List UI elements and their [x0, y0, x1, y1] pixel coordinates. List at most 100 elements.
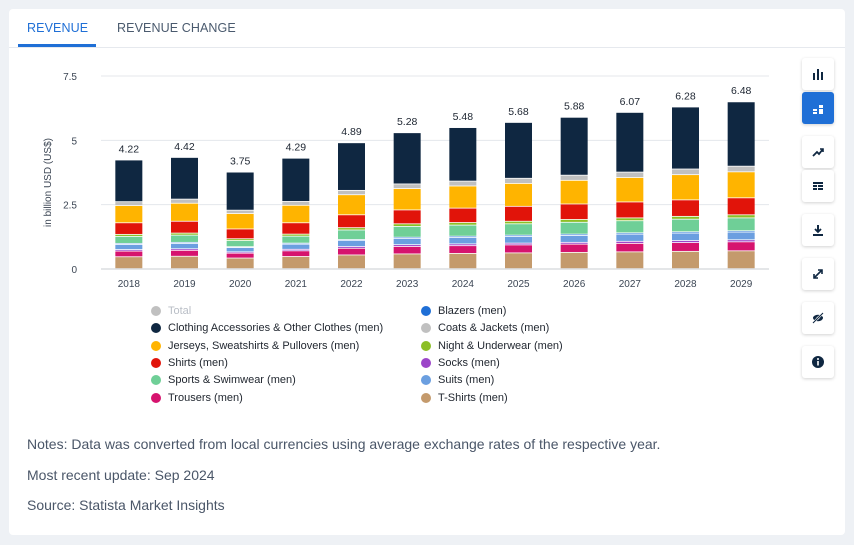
bar-segment[interactable] — [282, 223, 310, 234]
bar-segment[interactable] — [226, 247, 254, 252]
bar-segment[interactable] — [727, 172, 755, 198]
bar-segment[interactable] — [616, 112, 644, 172]
bar-segment[interactable] — [727, 102, 755, 166]
bar-segment[interactable] — [171, 199, 198, 203]
bar-segment[interactable] — [393, 184, 421, 189]
bar-segment[interactable] — [171, 249, 198, 250]
bar-segment[interactable] — [616, 234, 644, 241]
bar-segment[interactable] — [115, 236, 143, 243]
hide-button[interactable] — [802, 302, 834, 334]
bar-segment[interactable] — [505, 221, 532, 224]
info-button[interactable] — [802, 346, 834, 378]
bar-segment[interactable] — [226, 229, 254, 239]
bar-segment[interactable] — [672, 219, 699, 232]
bar-segment[interactable] — [171, 250, 198, 256]
stacked-bar-button[interactable] — [802, 92, 834, 124]
download-button[interactable] — [802, 214, 834, 246]
bar-segment[interactable] — [393, 133, 421, 184]
legend-item[interactable]: Jerseys, Sweatshirts & Pullovers (men) — [151, 340, 359, 352]
bar-segment[interactable] — [672, 216, 699, 219]
bar-segment[interactable] — [505, 206, 532, 221]
bar-segment[interactable] — [560, 222, 588, 234]
bar-segment[interactable] — [393, 224, 421, 226]
bar-segment[interactable] — [226, 172, 254, 210]
bar-segment[interactable] — [560, 235, 588, 242]
bar-segment[interactable] — [727, 232, 755, 240]
bar-segment[interactable] — [505, 236, 532, 243]
bar-segment[interactable] — [449, 186, 477, 208]
bar-segment[interactable] — [616, 202, 644, 218]
bar-segment[interactable] — [282, 256, 310, 269]
bar-segment[interactable] — [338, 240, 365, 247]
bar-segment[interactable] — [560, 180, 588, 204]
bar-segment[interactable] — [171, 221, 198, 233]
bar-segment[interactable] — [449, 237, 477, 244]
bar-segment[interactable] — [616, 177, 644, 202]
bar-segment[interactable] — [282, 244, 310, 249]
bar-segment[interactable] — [282, 236, 310, 243]
bar-segment[interactable] — [282, 158, 310, 202]
legend-item[interactable]: Coats & Jackets (men) — [421, 322, 549, 334]
bar-segment[interactable] — [727, 242, 755, 251]
bar-segment[interactable] — [338, 228, 365, 230]
bar-segment[interactable] — [505, 122, 532, 178]
bar-segment[interactable] — [393, 226, 421, 237]
legend-item[interactable]: Blazers (men) — [421, 305, 506, 317]
bar-segment[interactable] — [727, 240, 755, 242]
bar-segment[interactable] — [616, 252, 644, 269]
tab-revenue[interactable]: REVENUE — [27, 21, 89, 35]
bar-segment[interactable] — [115, 249, 143, 251]
bar-segment[interactable] — [226, 258, 254, 269]
bar-segment[interactable] — [282, 249, 310, 251]
bar-segment[interactable] — [393, 245, 421, 247]
bar-segment[interactable] — [560, 252, 588, 269]
bar-segment[interactable] — [505, 183, 532, 206]
bar-segment[interactable] — [616, 241, 644, 243]
legend-item[interactable]: Clothing Accessories & Other Clothes (me… — [151, 322, 383, 334]
bar-segment[interactable] — [616, 221, 644, 233]
bar-segment[interactable] — [505, 224, 532, 235]
bar-segment[interactable] — [449, 225, 477, 236]
bar-segment[interactable] — [338, 246, 365, 248]
bar-segment[interactable] — [393, 188, 421, 210]
bar-segment[interactable] — [672, 243, 699, 251]
bar-segment[interactable] — [115, 205, 143, 223]
bar-segment[interactable] — [393, 246, 421, 254]
legend-item[interactable]: Night & Underwear (men) — [421, 340, 563, 352]
bar-segment[interactable] — [449, 246, 477, 254]
bar-segment[interactable] — [560, 242, 588, 244]
legend-item[interactable]: T-Shirts (men) — [421, 392, 508, 404]
bar-segment[interactable] — [282, 251, 310, 257]
bar-segment[interactable] — [560, 219, 588, 222]
bar-segment[interactable] — [727, 166, 755, 172]
bar-segment[interactable] — [393, 254, 421, 269]
bar-segment[interactable] — [115, 257, 143, 269]
bar-segment[interactable] — [226, 210, 254, 214]
bar-segment[interactable] — [171, 256, 198, 269]
bar-segment[interactable] — [115, 160, 143, 202]
table-button[interactable] — [802, 170, 834, 202]
bar-segment[interactable] — [449, 208, 477, 223]
bar-segment[interactable] — [338, 215, 365, 228]
bar-segment[interactable] — [672, 251, 699, 269]
bar-segment[interactable] — [338, 230, 365, 240]
bar-segment[interactable] — [727, 198, 755, 215]
bar-segment[interactable] — [115, 251, 143, 257]
bar-segment[interactable] — [226, 240, 254, 247]
tab-revenue-change[interactable]: REVENUE CHANGE — [117, 21, 236, 35]
bar-segment[interactable] — [282, 201, 310, 205]
bar-segment[interactable] — [171, 235, 198, 242]
bar-segment[interactable] — [505, 253, 532, 269]
bar-segment[interactable] — [226, 253, 254, 258]
bar-segment[interactable] — [171, 243, 198, 249]
bar-segment[interactable] — [338, 255, 365, 269]
bar-segment[interactable] — [226, 239, 254, 241]
bar-segment[interactable] — [672, 200, 699, 216]
bar-segment[interactable] — [727, 218, 755, 231]
bar-segment[interactable] — [560, 175, 588, 180]
bar-segment[interactable] — [115, 234, 143, 237]
bar-segment[interactable] — [171, 233, 198, 235]
bar-segment[interactable] — [393, 210, 421, 224]
bar-segment[interactable] — [505, 178, 532, 184]
bar-segment[interactable] — [616, 243, 644, 252]
